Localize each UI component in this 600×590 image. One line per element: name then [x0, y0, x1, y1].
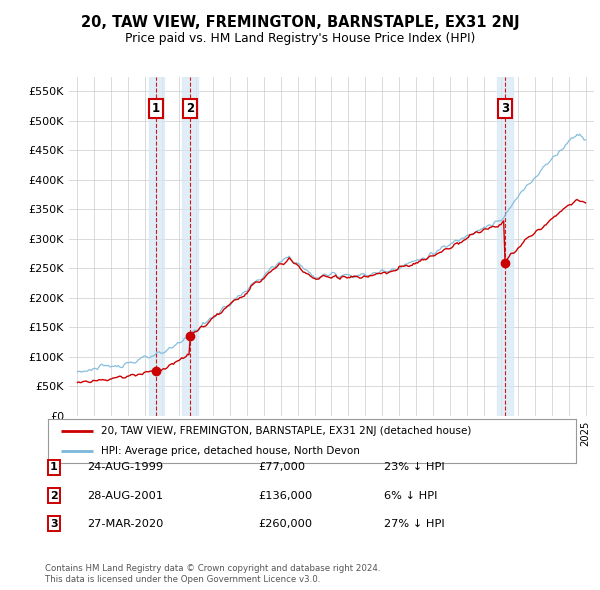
Text: This data is licensed under the Open Government Licence v3.0.: This data is licensed under the Open Gov…	[45, 575, 320, 584]
Bar	[182, 77, 198, 416]
Text: 2: 2	[50, 491, 58, 500]
Text: 3: 3	[50, 519, 58, 529]
Text: 3: 3	[501, 103, 509, 116]
Text: 24-AUG-1999: 24-AUG-1999	[87, 463, 163, 472]
Text: 20, TAW VIEW, FREMINGTON, BARNSTAPLE, EX31 2NJ (detached house): 20, TAW VIEW, FREMINGTON, BARNSTAPLE, EX…	[101, 426, 471, 436]
Text: £136,000: £136,000	[258, 491, 312, 500]
Text: 27% ↓ HPI: 27% ↓ HPI	[384, 519, 445, 529]
Text: 23% ↓ HPI: 23% ↓ HPI	[384, 463, 445, 472]
Bar	[149, 77, 164, 416]
Text: 28-AUG-2001: 28-AUG-2001	[87, 491, 163, 500]
Text: £260,000: £260,000	[258, 519, 312, 529]
Text: Contains HM Land Registry data © Crown copyright and database right 2024.: Contains HM Land Registry data © Crown c…	[45, 565, 380, 573]
Text: Price paid vs. HM Land Registry's House Price Index (HPI): Price paid vs. HM Land Registry's House …	[125, 32, 475, 45]
Bar	[497, 77, 512, 416]
Text: 27-MAR-2020: 27-MAR-2020	[87, 519, 163, 529]
Text: 1: 1	[152, 103, 160, 116]
Text: 6% ↓ HPI: 6% ↓ HPI	[384, 491, 437, 500]
Text: 1: 1	[50, 463, 58, 472]
Text: 2: 2	[186, 103, 194, 116]
Text: 20, TAW VIEW, FREMINGTON, BARNSTAPLE, EX31 2NJ: 20, TAW VIEW, FREMINGTON, BARNSTAPLE, EX…	[80, 15, 520, 30]
Text: HPI: Average price, detached house, North Devon: HPI: Average price, detached house, Nort…	[101, 446, 359, 456]
Text: £77,000: £77,000	[258, 463, 305, 472]
